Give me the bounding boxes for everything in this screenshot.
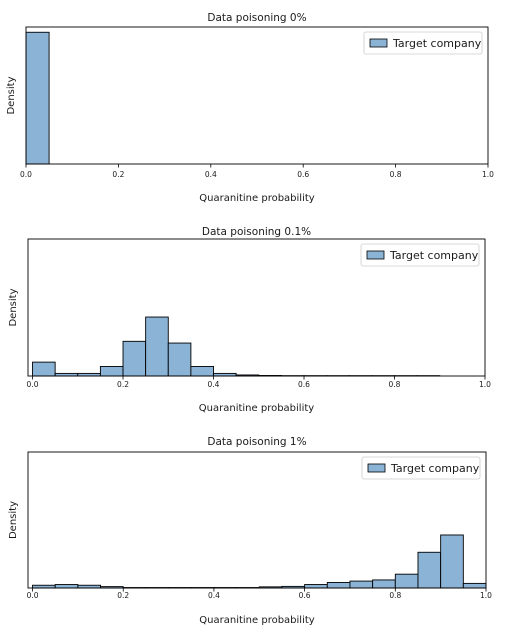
legend: Target company (360, 243, 480, 267)
x-tick-label: 0.0 (20, 170, 32, 179)
x-axis-label: Quaranitine probability (199, 193, 314, 204)
histogram-bar (99, 366, 124, 377)
histogram-bar (417, 551, 442, 589)
x-tick-label: 0.0 (27, 380, 39, 389)
legend-swatch (367, 463, 386, 473)
plot-area (27, 238, 486, 377)
y-axis-label: Density (8, 501, 19, 539)
histogram-bar (304, 584, 328, 589)
legend-swatch (366, 250, 385, 260)
histogram-bar (462, 582, 487, 589)
histogram-bar (25, 31, 50, 165)
histogram-bar (440, 534, 464, 589)
x-tick-label: 0.0 (27, 591, 39, 600)
legend-box (363, 31, 483, 55)
x-tick-label: 0.6 (298, 380, 310, 389)
histogram-bar (372, 579, 396, 589)
x-tick-label: 1.0 (479, 380, 491, 389)
histogram-bar (326, 582, 351, 589)
x-tick-label: 0.4 (205, 170, 217, 179)
x-tick-label: 0.2 (112, 170, 124, 179)
x-tick-label: 0.2 (117, 591, 129, 600)
legend-label: Target company (392, 37, 482, 50)
x-tick-label: 0.6 (299, 591, 311, 600)
x-tick-label: 0.8 (389, 380, 401, 389)
legend: Target company (363, 31, 483, 55)
x-tick-label: 0.4 (208, 380, 220, 389)
x-axis-label: Quaranitine probability (199, 403, 314, 414)
legend-swatch (369, 38, 388, 48)
plot-area (25, 26, 489, 165)
x-tick-label: 0.6 (297, 170, 309, 179)
chart-title: Data poisoning 0.1% (202, 226, 311, 238)
chart-panel-2: Data poisoning 0.1% 0.0 0.2 0.4 0.6 0.8 1.0 Qua… (8, 226, 491, 414)
x-tick-label: 0.2 (117, 380, 129, 389)
legend-box (361, 456, 481, 480)
histogram-bar (190, 366, 214, 377)
histogram-bar (122, 340, 147, 377)
y-axis-label: Density (8, 288, 19, 326)
x-tick-label: 1.0 (482, 170, 494, 179)
chart-title: Data poisoning 1% (207, 436, 306, 448)
histogram-bar (145, 316, 169, 377)
legend-label: Target company (389, 249, 479, 262)
x-tick-label: 0.4 (208, 591, 220, 600)
histogram-bar (394, 573, 419, 589)
plot-area (27, 451, 487, 589)
legend-box (360, 243, 480, 267)
legend-label: Target company (390, 462, 480, 475)
histogram-bar (167, 342, 192, 377)
histogram-bar (349, 580, 374, 589)
chart-panel-3: Data poisoning 1% 0.0 0.2 0.4 0.6 0.8 1.0 Quara… (8, 436, 492, 626)
chart-title: Data poisoning 0% (207, 12, 306, 24)
chart-panel-1: Data poisoning 0% 0.0 0.2 0.4 0.6 0.8 1.0 Quara… (6, 12, 494, 204)
histogram-bar (32, 361, 56, 377)
y-axis-label: Density (6, 76, 17, 114)
x-tick-label: 1.0 (480, 591, 492, 600)
legend: Target company (361, 456, 481, 480)
x-axis-label: Quaranitine probability (199, 615, 314, 626)
x-tick-label: 0.8 (390, 170, 402, 179)
histogram-bar (54, 584, 79, 589)
x-tick-label: 0.8 (389, 591, 401, 600)
